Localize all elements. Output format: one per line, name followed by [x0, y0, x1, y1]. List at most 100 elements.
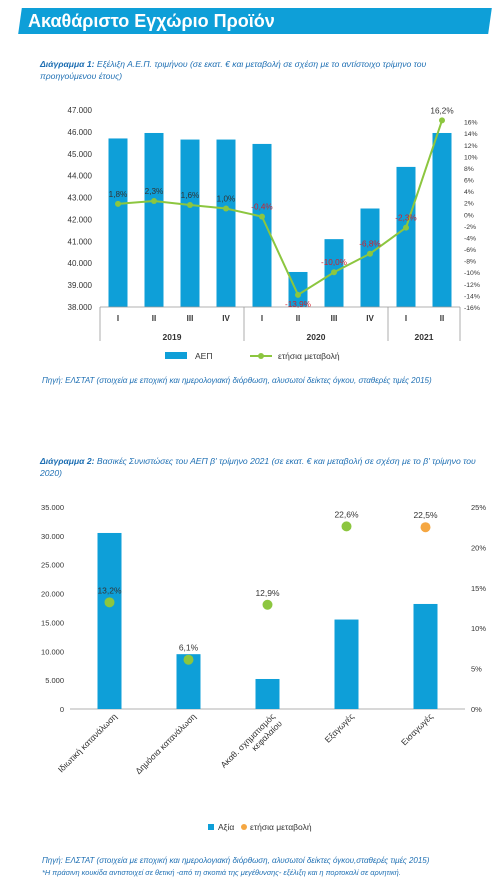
y2-tick-label: 4%	[464, 189, 474, 196]
growth-point	[403, 224, 409, 231]
legend-label-growth: ετήσια μεταβολή	[278, 351, 340, 361]
y2-tick-label: 25%	[471, 503, 486, 512]
y-tick-label: 0	[60, 705, 64, 714]
y2-tick-label: 2%	[464, 201, 474, 208]
growth-line	[117, 120, 443, 297]
growth-data-label: -13,9%	[285, 300, 311, 309]
y2-tick-label: 0%	[471, 705, 482, 714]
growth-point	[367, 250, 373, 257]
component-bar	[334, 619, 359, 709]
y-tick-label: 43.000	[68, 194, 93, 203]
x-tick-label: Ιδιωτική κατανάλωση	[56, 711, 119, 774]
y2-tick-label: 16%	[464, 120, 478, 127]
y-tick-label: 40.000	[68, 259, 93, 268]
gdp-bar	[180, 139, 200, 307]
component-bar	[255, 678, 280, 709]
legend-label-value: Αξία	[218, 822, 234, 832]
page-title-banner: Ακαθάριστο Εγχώριο Προϊόν	[18, 8, 492, 34]
growth-point	[262, 599, 273, 610]
growth-point	[187, 202, 193, 209]
y2-tick-label: 14%	[464, 131, 478, 138]
gdp-bar	[288, 271, 308, 307]
growth-data-label: -2,3%	[395, 214, 416, 223]
growth-data-label: 1,6%	[181, 191, 200, 200]
chart2-caption-label: Διάγραμμα 2:	[40, 456, 95, 466]
y2-tick-label: 8%	[464, 166, 474, 173]
gdp-bar	[108, 138, 128, 307]
growth-point	[151, 197, 157, 204]
y2-tick-label: 0%	[464, 212, 474, 219]
y-tick-label: 15.000	[41, 618, 64, 627]
page-title: Ακαθάριστο Εγχώριο Προϊόν	[28, 11, 275, 31]
chart2-caption-text: Βασικές Συνιστώσες του ΑΕΠ β' τρίμηνο 20…	[40, 456, 476, 478]
x-tick-label: III	[187, 314, 194, 323]
year-label: 2020	[307, 332, 326, 342]
chart1-caption-label: Διάγραμμα 1:	[40, 59, 95, 69]
y2-tick-label: 5%	[471, 665, 482, 674]
x-tick-label: I	[117, 314, 119, 323]
y-tick-label: 42.000	[68, 215, 93, 224]
y-tick-label: 47.000	[68, 106, 93, 115]
gdp-bar	[396, 166, 416, 307]
x-tick-label: IV	[366, 314, 374, 323]
growth-data-label: -10,0%	[321, 258, 347, 267]
growth-point	[259, 213, 265, 220]
growth-data-label: 22,6%	[334, 509, 359, 519]
growth-point	[295, 291, 301, 298]
y-tick-label: 25.000	[41, 561, 64, 570]
growth-data-label: 1,8%	[109, 190, 128, 199]
y2-tick-label: -12%	[464, 282, 480, 289]
y-tick-label: 20.000	[41, 590, 64, 599]
x-tick-label: Εξαγωγές	[323, 711, 356, 744]
x-tick-label: II	[440, 314, 444, 323]
y-tick-label: 41.000	[68, 237, 93, 246]
x-tick-label: II	[296, 314, 300, 323]
year-label: 2019	[163, 332, 182, 342]
x-tick-label: I	[405, 314, 407, 323]
growth-data-label: 13,2%	[97, 585, 122, 595]
growth-point	[223, 205, 229, 212]
gdp-bar	[432, 132, 452, 307]
growth-point	[115, 200, 121, 207]
growth-data-label: 22,5%	[413, 510, 438, 520]
y-tick-label: 35.000	[41, 503, 64, 512]
chart1-source: Πηγή: ΕΛΣΤΑΤ (στοιχεία με εποχική και ημ…	[42, 376, 432, 385]
x-tick-label: Εισαγωγές	[399, 711, 435, 747]
gdp-quarterly-chart: 38.000 39.000 40.000 41.000 42.000 43.000 44.0…	[68, 106, 480, 361]
growth-point	[420, 522, 431, 533]
legend-swatch-value	[208, 824, 214, 830]
component-bar	[413, 603, 438, 709]
y2-tick-label: 12%	[464, 143, 478, 150]
y-tick-label: 38.000	[68, 303, 93, 312]
y2-tick-label: -10%	[464, 270, 480, 277]
x-tick-label: Δημόσια κατανάλωση	[133, 711, 198, 776]
chart1-caption-text: Εξέλιξη Α.Ε.Π. τριμήνου (σε εκατ. € και …	[40, 59, 427, 81]
year-label: 2021	[415, 332, 434, 342]
y2-tick-label: 20%	[471, 543, 486, 552]
legend-marker-growth	[258, 353, 264, 359]
legend-label-growth: ετήσια μεταβολή	[250, 822, 312, 832]
chart1-caption: Διάγραμμα 1: Εξέλιξη Α.Ε.Π. τριμήνου (σε…	[40, 58, 480, 82]
legend-swatch-gdp	[165, 352, 187, 359]
y2-tick-label: 10%	[471, 624, 486, 633]
growth-point	[183, 654, 194, 665]
y-tick-label: 39.000	[68, 281, 93, 290]
growth-data-label: -6,8%	[359, 240, 380, 249]
growth-data-label: -0,4%	[251, 203, 272, 212]
chart2-source: Πηγή: ΕΛΣΤΑΤ (στοιχεία με εποχική και ημ…	[42, 856, 430, 865]
y-tick-label: 30.000	[41, 532, 64, 541]
gdp-components-chart: 0 5.000 10.000 15.000 20.000 25.000 30.000 35.0…	[41, 503, 486, 832]
growth-data-label: 6,1%	[179, 643, 199, 653]
growth-point	[331, 269, 337, 276]
legend-label-gdp: ΑΕΠ	[195, 351, 212, 361]
y2-tick-label: -6%	[464, 247, 476, 254]
y2-tick-label: -4%	[464, 235, 476, 242]
y-tick-label: 46.000	[68, 128, 93, 137]
gdp-bar	[216, 139, 236, 307]
chart2-note: *Η πράσινη κουκίδα αντιστοιχεί σε θετική…	[42, 868, 401, 877]
growth-data-label: 16,2%	[430, 106, 453, 115]
y-tick-label: 10.000	[41, 647, 64, 656]
y-tick-label: 5.000	[45, 676, 64, 685]
growth-data-label: 12,9%	[255, 588, 280, 598]
y2-tick-label: -8%	[464, 259, 476, 266]
